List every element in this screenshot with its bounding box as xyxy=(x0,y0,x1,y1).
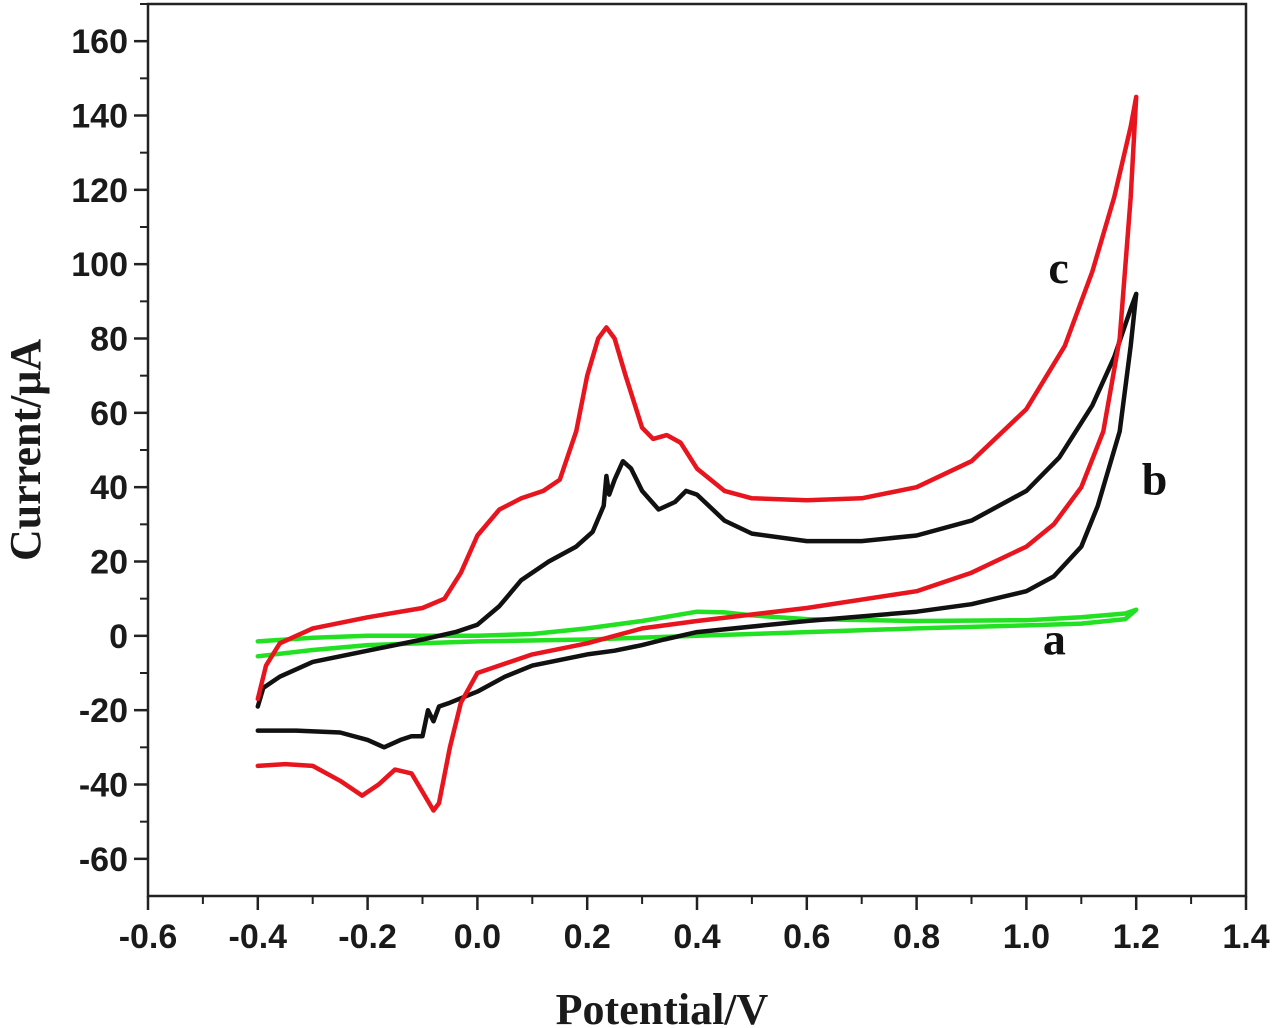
y-tick-labels: -60 -40 -20 0 20 40 60 80 100 120 140 160 xyxy=(71,23,128,879)
y-tick-label: 60 xyxy=(90,395,128,433)
y-tick-label: 160 xyxy=(71,23,128,61)
x-tick-label: -0.6 xyxy=(119,918,178,956)
x-tick-label: 0.2 xyxy=(564,918,611,956)
x-tick-label: 1.2 xyxy=(1113,918,1160,956)
y-tick-label: 120 xyxy=(71,172,128,210)
x-tick-label: 0.6 xyxy=(783,918,830,956)
x-tick-label: -0.2 xyxy=(338,918,397,956)
y-tick-label: 140 xyxy=(71,98,128,136)
series-layer xyxy=(255,94,1139,813)
series-b-label: b xyxy=(1142,454,1168,505)
x-tick-label: 1.4 xyxy=(1222,918,1269,956)
plot-frame xyxy=(146,2,1248,898)
x-tick-label: 1.0 xyxy=(1003,918,1050,956)
x-tick-label: 0.8 xyxy=(893,918,940,956)
y-tick-label: 80 xyxy=(90,321,128,359)
series-b-line xyxy=(255,291,1139,750)
curve-labels: a b c xyxy=(1043,242,1167,665)
series-a-label: a xyxy=(1043,613,1066,664)
y-tick-label: 20 xyxy=(90,544,128,582)
series-c-label: c xyxy=(1048,242,1068,293)
y-tick-label: 100 xyxy=(71,246,128,284)
y-tick-label: -60 xyxy=(79,841,128,879)
y-axis-title: Current/μA xyxy=(1,339,50,561)
y-tick-label: -40 xyxy=(79,767,128,805)
x-tick-label: 0.4 xyxy=(673,918,720,956)
x-tick-labels: -0.6 -0.4 -0.2 0.0 0.2 0.4 0.6 0.8 1.0 1.2 1.4 xyxy=(119,918,1270,956)
x-axis-title: Potential/V xyxy=(556,985,769,1028)
x-tick-label: -0.4 xyxy=(229,918,288,956)
x-tick-label: 0.0 xyxy=(454,918,501,956)
axis-ticks xyxy=(134,3,1248,910)
series-a-line xyxy=(255,607,1139,659)
series-c-line xyxy=(255,94,1139,813)
y-tick-label: 0 xyxy=(109,618,128,656)
y-tick-label: -20 xyxy=(79,692,128,730)
y-tick-label: 40 xyxy=(90,469,128,507)
